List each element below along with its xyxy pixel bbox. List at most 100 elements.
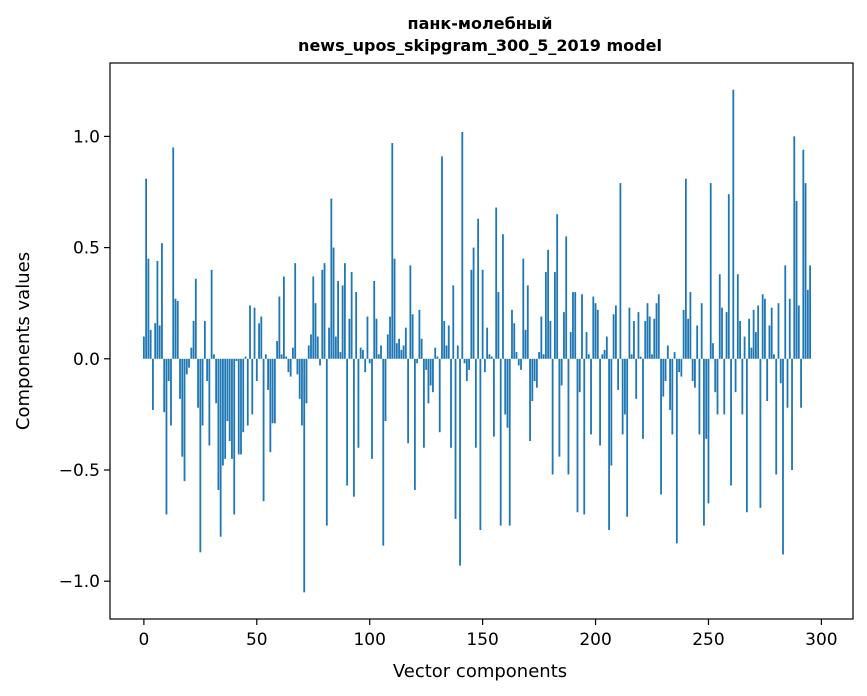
bar	[635, 358, 638, 399]
bar	[479, 358, 482, 531]
bar	[371, 358, 373, 459]
bar	[576, 358, 579, 513]
bar	[294, 263, 297, 359]
bar	[490, 356, 493, 359]
bar	[614, 305, 617, 359]
bar	[802, 149, 805, 359]
bar	[147, 258, 150, 359]
bar	[468, 358, 470, 370]
bar	[472, 247, 475, 359]
bar	[784, 265, 787, 359]
bar	[757, 305, 760, 359]
bar	[323, 263, 326, 359]
bar	[359, 347, 362, 359]
bar	[535, 358, 538, 388]
bar	[328, 327, 330, 359]
bar	[522, 258, 525, 359]
bar	[411, 314, 414, 359]
bar	[271, 358, 274, 424]
bar	[197, 358, 199, 408]
bar	[666, 345, 669, 359]
bar	[504, 358, 507, 415]
bar	[452, 285, 455, 359]
bar	[154, 323, 157, 359]
bar	[662, 358, 665, 397]
bar	[161, 243, 163, 359]
x-axis-label: Vector components	[393, 661, 567, 682]
bar	[407, 358, 410, 444]
bar	[319, 358, 321, 366]
bar	[346, 358, 349, 486]
bar	[212, 354, 215, 359]
bar	[743, 336, 746, 359]
bar	[585, 332, 588, 359]
bar	[508, 358, 511, 526]
bar	[226, 358, 229, 422]
bar	[280, 354, 283, 359]
bar	[791, 358, 793, 470]
bar	[273, 358, 276, 424]
bar	[544, 272, 547, 359]
bar	[596, 309, 599, 359]
y-tick-label: 0.0	[73, 350, 100, 370]
bar	[395, 343, 398, 359]
bar	[325, 358, 328, 526]
bar	[511, 309, 513, 359]
bar	[332, 247, 335, 359]
bar	[231, 358, 233, 459]
bar	[432, 358, 434, 393]
x-tick-label: 0	[138, 630, 149, 650]
bar	[651, 354, 653, 359]
y-axis-ticks: −1.0 −0.5 0.0 0.5 1.0	[59, 127, 110, 592]
bar	[240, 358, 242, 455]
bar	[601, 354, 604, 359]
bar	[463, 358, 466, 364]
bar	[725, 312, 728, 359]
bar	[310, 334, 312, 359]
bar	[709, 183, 712, 359]
bar	[542, 354, 545, 359]
bar	[445, 345, 448, 359]
bar	[739, 320, 741, 359]
bar	[389, 316, 391, 359]
bar	[289, 358, 292, 377]
bar	[619, 183, 622, 359]
bar	[526, 285, 529, 359]
bar	[723, 358, 726, 415]
bar	[373, 280, 376, 359]
bar	[185, 358, 188, 375]
bar	[167, 358, 170, 382]
bar	[386, 334, 389, 359]
bar	[267, 358, 269, 390]
x-axis-ticks: 0 50 100 150 200 250 300	[138, 619, 838, 650]
bar	[605, 336, 608, 359]
bar	[447, 325, 450, 359]
bar	[664, 358, 667, 382]
bar	[436, 356, 439, 359]
bar	[276, 341, 279, 359]
bar	[285, 356, 288, 359]
bar	[258, 323, 260, 359]
bar	[341, 285, 344, 359]
bar	[483, 358, 486, 373]
bar	[716, 358, 719, 415]
bar	[673, 352, 676, 359]
bar	[788, 298, 791, 359]
bar	[416, 358, 419, 364]
bar	[413, 358, 416, 491]
bar	[474, 358, 477, 448]
bar	[303, 358, 306, 593]
bar	[764, 298, 766, 359]
bar	[233, 358, 236, 515]
bar	[608, 358, 610, 531]
bar	[375, 318, 378, 359]
bar	[461, 131, 464, 359]
bar	[423, 358, 425, 448]
bar	[630, 354, 633, 359]
bar	[215, 358, 218, 404]
bar	[350, 272, 353, 359]
bar	[499, 358, 502, 526]
bar	[420, 338, 423, 359]
bar	[235, 358, 238, 362]
bar	[152, 358, 154, 410]
